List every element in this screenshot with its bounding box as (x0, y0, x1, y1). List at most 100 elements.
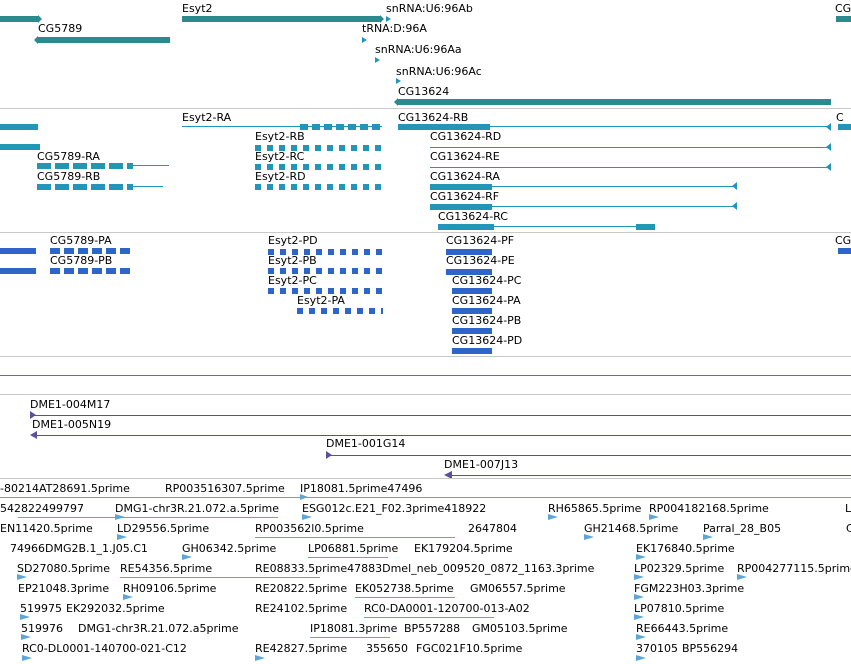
clone-arrow-001g14 (326, 451, 332, 459)
est-tick[interactable] (634, 594, 644, 600)
est-label: EK292032.5prime (66, 602, 165, 615)
transcript-bar-cg13624-rc[interactable] (438, 224, 494, 230)
est-label: RP003516307.5prime (165, 482, 285, 495)
clone-line-007j13[interactable] (452, 475, 851, 476)
protein-exons-esyt2-pc[interactable] (268, 288, 384, 294)
transcript-line-cg13624-ra[interactable] (492, 186, 736, 187)
transcript-label-cg5789-ra: CG5789-RA (37, 150, 100, 163)
est-line[interactable] (364, 617, 494, 618)
protein-bar-left-1[interactable] (0, 248, 36, 254)
est-tick[interactable] (123, 594, 133, 600)
est-tick[interactable] (636, 634, 646, 640)
protein-bar-right[interactable] (838, 248, 851, 254)
gene-tick-snrna-96ab[interactable] (386, 16, 391, 22)
gene-bar-cg5789[interactable] (38, 37, 170, 43)
est-tick[interactable] (703, 534, 713, 540)
protein-exons-esyt2-pd[interactable] (268, 249, 384, 255)
transcript-bar-left-2[interactable] (0, 144, 40, 150)
gene-label-snrna-96ab: snRNA:U6:96Ab (386, 2, 473, 15)
protein-label-cg13624-pf: CG13624-PF (446, 234, 515, 247)
gene-bar-left[interactable] (0, 16, 38, 22)
est-label: RC0-DA0001-120700-013-A02 (364, 602, 530, 615)
est-tick[interactable] (115, 514, 125, 520)
clone-line-005n19[interactable] (37, 435, 851, 436)
est-line[interactable] (255, 537, 455, 538)
protein-label-cg13624-pc: CG13624-PC (452, 274, 522, 287)
est-tick[interactable] (22, 655, 32, 661)
transcript-line-cg13624-rb[interactable] (490, 126, 830, 127)
transcript-exons-esyt2-ra[interactable] (300, 124, 380, 130)
clone-label-004m17: DME1-004M17 (30, 398, 111, 411)
protein-exons-cg5789-pa[interactable] (50, 248, 130, 254)
protein-label-cg-right: CG (835, 234, 851, 247)
est-tick[interactable] (634, 574, 644, 580)
est-tick[interactable] (255, 655, 265, 661)
protein-bar-cg13624-pa[interactable] (452, 308, 492, 314)
est-line[interactable] (120, 577, 320, 578)
protein-exons-esyt2-pb[interactable] (268, 268, 384, 274)
est-tick[interactable] (636, 554, 646, 560)
gene-bar-esyt2[interactable] (182, 16, 380, 22)
gene-bar-right[interactable] (836, 16, 851, 22)
protein-bar-cg13624-pd[interactable] (452, 348, 492, 354)
est-line[interactable] (0, 497, 851, 498)
est-label: 519976 (21, 622, 63, 635)
transcript-arrow-cg13624-rb (826, 123, 831, 131)
est-tick[interactable] (302, 514, 312, 520)
protein-bar-cg13624-pe[interactable] (446, 269, 492, 275)
transcript-line-cg13624-re[interactable] (430, 167, 830, 168)
est-tick[interactable] (649, 514, 659, 520)
est-tick[interactable] (737, 574, 747, 580)
est-label: RE20822.5prime (255, 582, 348, 595)
transcript-label-c-right: C (836, 111, 844, 124)
est-tick[interactable] (17, 574, 27, 580)
gene-label-trna-96a: tRNA:D:96A (362, 22, 427, 35)
est-label: EK179204.5prime (414, 542, 513, 555)
transcript-line-cg13624-rd[interactable] (430, 147, 830, 148)
est-line[interactable] (18, 517, 278, 518)
transcript-line-cg13624-rf[interactable] (492, 206, 736, 207)
est-tick[interactable] (548, 514, 558, 520)
gene-tick-snrna-96aa[interactable] (375, 57, 380, 63)
est-tick[interactable] (300, 494, 308, 500)
track-separator-4 (0, 394, 851, 395)
protein-bar-cg13624-pc[interactable] (452, 288, 492, 294)
protein-bar-cg13624-pf[interactable] (446, 249, 492, 255)
transcript-line-cg5789-rb[interactable] (133, 186, 163, 187)
est-tick[interactable] (182, 554, 192, 560)
gene-tick-trna-96a[interactable] (362, 37, 367, 43)
transcript-exons-esyt2-rc[interactable] (255, 164, 381, 170)
protein-exons-esyt2-pa[interactable] (297, 308, 383, 314)
transcript-exons-cg5789-ra[interactable] (37, 163, 133, 169)
transcript-bar-left-1[interactable] (0, 124, 38, 130)
est-line[interactable] (355, 597, 455, 598)
protein-bar-left-2[interactable] (0, 268, 36, 274)
est-tick[interactable] (117, 534, 127, 540)
transcript-bar-right[interactable] (838, 124, 851, 130)
est-tick[interactable] (584, 534, 594, 540)
transcript-line-esyt2-ra[interactable] (182, 126, 382, 127)
transcript-line-cg5789-ra[interactable] (133, 165, 169, 166)
track-separator-1 (0, 108, 851, 109)
transcript-bar-cg13624-rf[interactable] (430, 204, 492, 210)
gene-bar-cg13624[interactable] (398, 99, 831, 105)
transcript-bar-cg13624-ra[interactable] (430, 184, 492, 190)
transcript-exons-esyt2-rb[interactable] (255, 145, 381, 151)
protein-exons-cg5789-pb[interactable] (50, 268, 130, 274)
est-tick[interactable] (21, 634, 31, 640)
clone-line-004m17[interactable] (34, 415, 851, 416)
gene-tick-snrna-96ac[interactable] (396, 78, 401, 84)
transcript-exons-esyt2-rd[interactable] (255, 184, 381, 190)
transcript-exons-cg5789-rb[interactable] (37, 184, 133, 190)
est-line[interactable] (310, 637, 390, 638)
est-tick[interactable] (636, 655, 646, 661)
protein-bar-cg13624-pb[interactable] (452, 328, 492, 334)
clone-line-001g14[interactable] (330, 455, 851, 456)
est-tick[interactable] (20, 614, 30, 620)
est-line[interactable] (308, 557, 388, 558)
est-tick[interactable] (634, 614, 644, 620)
transcript-bar-cg13624-rb[interactable] (398, 124, 490, 130)
transcript-line-cg13624-rc[interactable] (494, 226, 636, 227)
protein-label-cg13624-pa: CG13624-PA (452, 294, 521, 307)
transcript-bar2-cg13624-rc[interactable] (636, 224, 655, 230)
